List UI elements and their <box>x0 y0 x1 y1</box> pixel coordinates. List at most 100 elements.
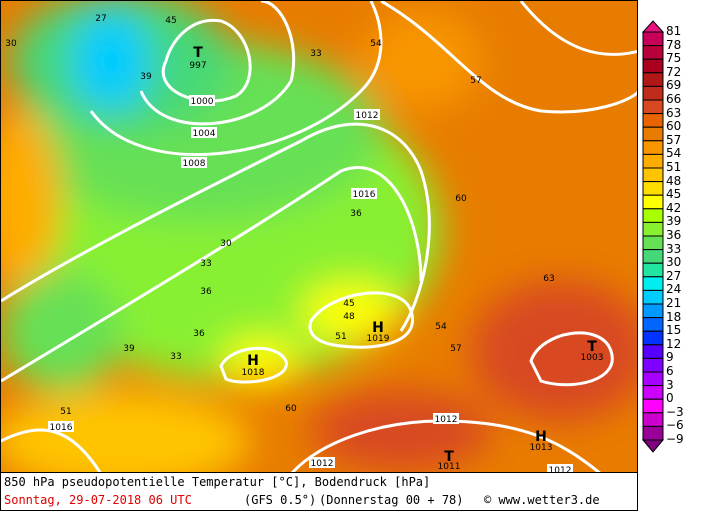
legend-label: 66 <box>666 92 682 106</box>
legend-label: 18 <box>666 309 682 324</box>
weather-map: 1000 1004 1008 1012 1016 1016 1012 1012 … <box>0 0 638 473</box>
svg-text:33: 33 <box>200 259 211 269</box>
caption-model: (GFS 0.5°) <box>244 493 317 507</box>
legend-swatch <box>642 181 664 196</box>
legend-swatch <box>642 344 664 359</box>
legend-swatch <box>642 330 664 346</box>
legend-label: −6 <box>666 418 684 433</box>
svg-text:H: H <box>372 320 384 336</box>
svg-text:54: 54 <box>370 39 382 49</box>
svg-text:63: 63 <box>543 274 554 284</box>
svg-text:1011: 1011 <box>438 462 461 472</box>
legend-label: 42 <box>666 200 682 215</box>
legend-label: 63 <box>666 105 682 120</box>
legend-label: 69 <box>666 78 682 93</box>
svg-text:36: 36 <box>193 329 205 339</box>
legend-swatch <box>642 398 664 414</box>
legend-label: 27 <box>666 268 682 283</box>
svg-text:1012: 1012 <box>356 111 379 121</box>
svg-text:1000: 1000 <box>191 97 214 107</box>
svg-text:51: 51 <box>60 407 71 417</box>
legend-swatch <box>642 167 664 183</box>
legend-swatch <box>642 140 664 155</box>
legend-swatch <box>642 126 664 142</box>
svg-text:T: T <box>444 449 454 465</box>
svg-text:1012: 1012 <box>311 459 334 469</box>
legend-label: 15 <box>666 323 682 338</box>
svg-text:1008: 1008 <box>183 159 206 169</box>
temperature-labels: 30 39 45 33 36 33 30 36 27 51 54 57 60 6… <box>5 14 554 417</box>
caption-date: Sonntag, 29-07-2018 06 UTC <box>4 493 192 507</box>
legend-swatch <box>642 425 664 441</box>
legend-label: −3 <box>666 404 684 419</box>
svg-text:48: 48 <box>343 312 355 322</box>
svg-text:39: 39 <box>123 344 135 354</box>
legend-label: 51 <box>666 160 682 174</box>
temperature-field <box>1 1 637 472</box>
svg-text:60: 60 <box>285 404 297 414</box>
legend-label: 81 <box>666 24 682 38</box>
svg-text:45: 45 <box>165 16 176 26</box>
legend-swatch <box>642 235 664 251</box>
svg-text:60: 60 <box>455 194 467 204</box>
legend-swatch <box>642 72 664 87</box>
legend-label: 33 <box>666 241 682 256</box>
legend-label: −9 <box>666 432 684 446</box>
svg-text:39: 39 <box>140 72 152 82</box>
svg-text:36: 36 <box>200 287 212 297</box>
legend-swatch <box>642 412 664 427</box>
legend-swatch <box>642 249 664 264</box>
legend-swatch <box>642 208 664 223</box>
svg-text:30: 30 <box>220 239 232 249</box>
svg-text:1004: 1004 <box>193 129 216 139</box>
caption-credit: © www.wetter3.de <box>484 493 600 507</box>
legend-swatch <box>642 262 664 278</box>
isobar-labels: 1000 1004 1008 1012 1016 1016 1012 1012 … <box>48 95 573 473</box>
legend-label: 39 <box>666 214 682 229</box>
svg-text:30: 30 <box>5 39 17 49</box>
legend-swatch <box>642 194 664 210</box>
svg-text:T: T <box>587 339 597 355</box>
legend-swatch <box>642 371 664 387</box>
caption-title: 850 hPa pseudopotentielle Temperatur [°C… <box>4 475 431 489</box>
svg-text:54: 54 <box>435 322 447 332</box>
legend-swatch <box>642 303 664 319</box>
legend-label: 6 <box>666 364 674 378</box>
color-legend: 81 78 75 72 69 66 63 60 57 54 51 48 45 42 39 36 33 30 27 24… <box>642 20 704 460</box>
legend-label: 57 <box>666 132 682 147</box>
svg-text:51: 51 <box>335 332 346 342</box>
legend-swatch <box>642 99 664 115</box>
legend-label: 72 <box>666 64 682 79</box>
legend-swatch <box>642 289 664 305</box>
svg-text:1013: 1013 <box>530 443 553 453</box>
legend-label: 45 <box>666 187 682 202</box>
svg-text:27: 27 <box>95 14 106 24</box>
legend-label: 75 <box>666 51 682 66</box>
svg-text:45: 45 <box>343 299 354 309</box>
svg-text:1016: 1016 <box>50 423 73 433</box>
legend-swatch <box>642 58 664 74</box>
map-caption: 850 hPa pseudopotentielle Temperatur [°C… <box>0 473 638 511</box>
svg-text:1012: 1012 <box>549 466 572 473</box>
legend-label: 60 <box>666 119 682 134</box>
legend-label: 21 <box>666 296 682 310</box>
svg-text:1012: 1012 <box>435 415 458 425</box>
svg-text:33: 33 <box>310 49 321 59</box>
legend-top-arrow <box>642 20 665 33</box>
legend-label: 12 <box>666 336 682 351</box>
legend-swatch <box>642 153 664 169</box>
svg-text:36: 36 <box>350 209 362 219</box>
svg-text:1003: 1003 <box>581 353 604 363</box>
legend-label: 30 <box>666 255 682 270</box>
svg-text:1019: 1019 <box>367 334 390 344</box>
svg-text:33: 33 <box>170 352 181 362</box>
caption-run: (Donnerstag 00 + 78) <box>319 493 464 507</box>
legend-label: 48 <box>666 173 682 188</box>
legend-swatch <box>642 85 664 101</box>
